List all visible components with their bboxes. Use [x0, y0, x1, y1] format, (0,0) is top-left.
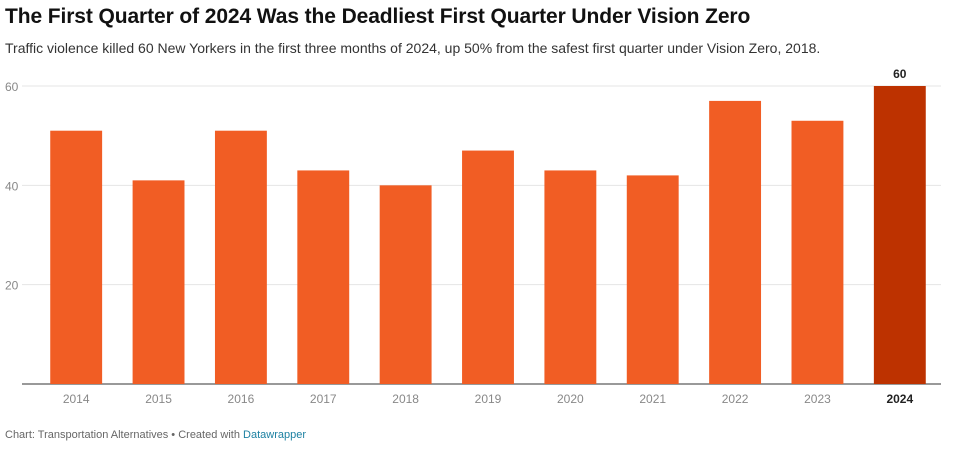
y-tick-label: 60 [5, 80, 19, 94]
x-tick-label: 2015 [145, 392, 172, 406]
x-tick-label: 2017 [310, 392, 337, 406]
bar-2015 [132, 180, 185, 384]
bar-2019 [462, 150, 514, 384]
data-label-2024: 60 [893, 67, 907, 81]
x-tick-label: 2020 [557, 392, 584, 406]
x-tick-label: 2023 [804, 392, 831, 406]
source-credit: Chart: Transportation Alternatives • Cre… [5, 429, 244, 441]
chart-footer: Chart: Transportation Alternatives • Cre… [5, 429, 306, 441]
bar-2017 [297, 170, 350, 384]
labels: 20 40 60 2014 2015 2016 2017 2018 2019 2020 2021 20… [5, 67, 913, 406]
chart-title: The First Quarter of 2024 Was the Deadli… [5, 5, 751, 28]
bars [50, 86, 926, 385]
x-tick-label: 2014 [63, 392, 90, 406]
x-tick-label: 2022 [722, 392, 749, 406]
x-tick-label: 2019 [475, 392, 502, 406]
y-tick-label: 20 [5, 279, 19, 293]
bar-2023 [791, 120, 844, 384]
bar-2021 [626, 175, 679, 384]
chart-subtitle: Traffic violence killed 60 New Yorkers i… [5, 40, 821, 56]
bar-2024 [873, 86, 926, 384]
bar-2016 [214, 130, 267, 384]
bar-chart: 20 40 60 2014 2015 2016 2017 2018 2019 2020 2021 20… [5, 67, 941, 406]
bar-2022 [709, 100, 762, 385]
x-tick-label: 2021 [639, 392, 666, 406]
x-tick-label: 2016 [228, 392, 255, 406]
bar-2018 [379, 185, 432, 384]
y-tick-label: 40 [5, 179, 19, 193]
bar-2020 [544, 170, 597, 384]
x-tick-label: 2018 [392, 392, 419, 406]
datawrapper-link[interactable]: Datawrapper [243, 429, 307, 441]
bar-2014 [50, 130, 103, 384]
x-tick-label: 2024 [886, 392, 913, 406]
